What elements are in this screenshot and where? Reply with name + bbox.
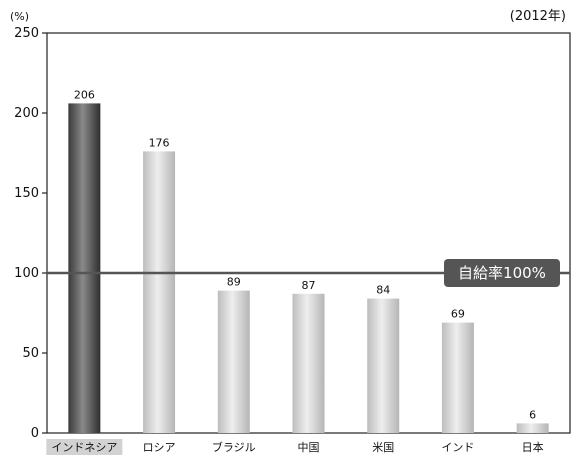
category-label: インド	[441, 441, 474, 454]
bar	[367, 298, 400, 433]
reference-label-box	[444, 259, 560, 287]
bar-value-label: 89	[227, 276, 241, 289]
category-label: インドネシア	[51, 441, 117, 454]
y-tick-label: 50	[22, 346, 39, 361]
bars: 206 176 89 87 84 69 6	[68, 88, 549, 434]
category-label: ロシア	[143, 441, 176, 454]
highlight-category-background	[46, 439, 123, 455]
bar-value-label: 176	[149, 136, 170, 149]
bar-value-label: 84	[376, 284, 390, 297]
y-tick-label: 0	[31, 426, 39, 441]
y-tick-label: 250	[14, 26, 39, 41]
bar-value-label: 6	[529, 408, 536, 421]
bar	[143, 151, 176, 433]
bar-value-label: 87	[302, 279, 316, 292]
bar-value-label: 206	[74, 88, 95, 101]
y-tick-label: 100	[14, 266, 39, 281]
y-tick-label: 200	[14, 106, 39, 121]
bar	[441, 322, 474, 433]
bar	[516, 423, 549, 433]
category-label: 日本	[522, 440, 544, 454]
reference-label: 自給率100%	[458, 264, 546, 282]
x-axis-labels: インドネシア ロシア ブラジル 中国 米国 インド 日本	[46, 439, 544, 455]
y-axis: 0 50 100 150 200 250	[14, 26, 47, 441]
bar	[217, 290, 250, 433]
bar-value-label: 69	[451, 308, 465, 321]
year-label: (2012年)	[510, 9, 566, 24]
bar	[292, 293, 325, 433]
category-label: 米国	[372, 441, 394, 454]
category-label: ブラジル	[212, 440, 256, 454]
y-tick-label: 150	[14, 186, 39, 201]
unit-label: (%)	[10, 10, 29, 23]
category-label: 中国	[298, 441, 320, 454]
reference-line-group: 自給率100%	[47, 259, 570, 287]
bar	[68, 103, 101, 434]
